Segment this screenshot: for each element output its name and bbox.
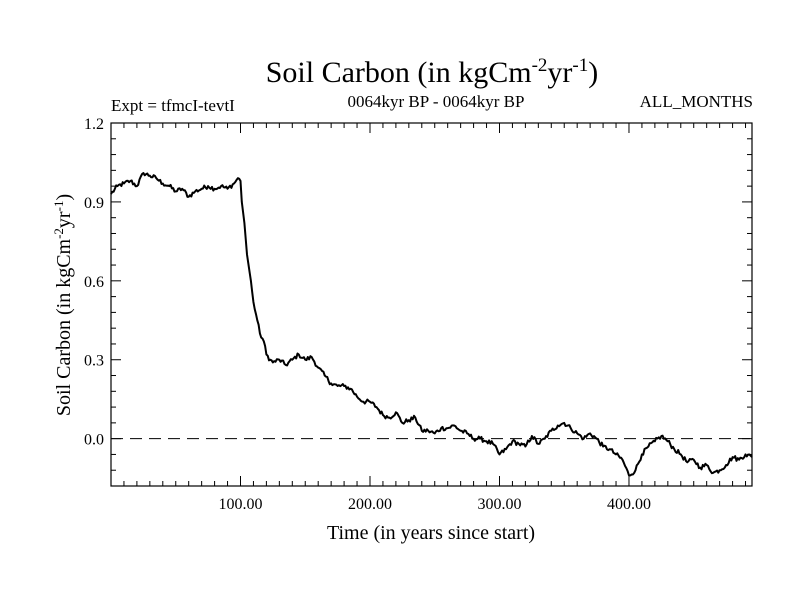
axis-ticks [111, 122, 752, 487]
y-tick-label: 0.0 [84, 432, 104, 449]
chart-title-sup1: -2 [532, 55, 548, 76]
chart-title-sup2: -1 [572, 55, 588, 76]
x-tick-labels: 100.00 200.00 300.00 400.00 [218, 496, 650, 513]
y-axis-label-mid: yr [53, 211, 75, 228]
x-tick-label: 300.00 [477, 496, 521, 513]
chart-title-end: ) [588, 56, 598, 89]
y-axis-label-sup1: -2 [51, 228, 66, 239]
y-tick-labels: 1.2 0.9 0.6 0.3 0.0 [84, 116, 104, 449]
y-tick-label: 0.6 [84, 274, 104, 291]
x-tick-label: 400.00 [607, 496, 651, 513]
chart-title-main: Soil Carbon (in kgCm [266, 56, 532, 89]
y-axis-label-end: ) [53, 194, 75, 201]
soil-carbon-series-line [110, 172, 753, 477]
y-tick-label: 1.2 [84, 116, 104, 133]
x-axis-label: Time (in years since start) [327, 522, 535, 544]
x-tick-label: 100.00 [218, 496, 262, 513]
y-tick-label: 0.3 [84, 353, 104, 370]
chart-title: Soil Carbon (in kgCm-2yr-1) [266, 55, 599, 89]
y-axis-label: Soil Carbon (in kgCm-2yr-1) [51, 194, 75, 416]
chart-title-mid: yr [547, 56, 572, 89]
period-label: 0064kyr BP - 0064kyr BP [348, 92, 525, 111]
y-axis-label-main: Soil Carbon (in kgCm [53, 238, 75, 416]
y-axis-label-sup2: -1 [51, 201, 66, 212]
x-tick-label: 200.00 [348, 496, 392, 513]
season-label: ALL_MONTHS [640, 92, 753, 111]
plot-frame [110, 122, 753, 487]
experiment-label: Expt = tfmcI-tevtI [111, 96, 235, 115]
y-tick-label: 0.9 [84, 195, 104, 212]
